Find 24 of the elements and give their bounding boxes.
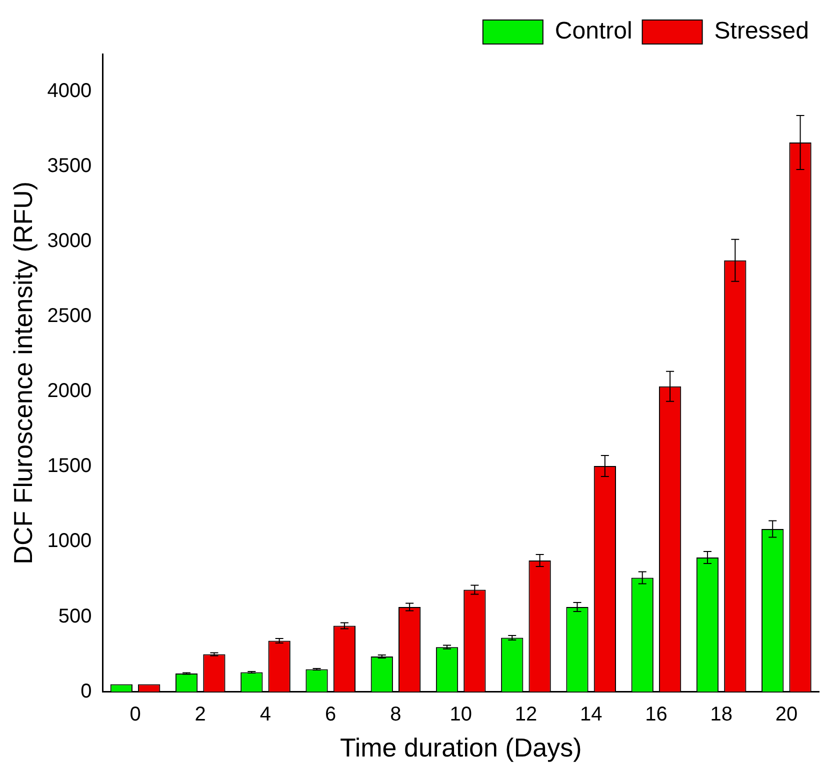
y-tick-label: 3000 [47, 230, 92, 252]
x-tick-label: 10 [450, 703, 472, 726]
y-tick-label: 0 [80, 680, 92, 702]
legend-label: Control [554, 18, 632, 45]
x-tick-label: 4 [260, 703, 272, 726]
x-tick-label: 14 [580, 703, 602, 726]
y-tick-label: 4000 [47, 80, 92, 102]
x-tick-label: 2 [194, 703, 206, 726]
x-axis-title: Time duration (Days) [340, 732, 582, 763]
y-tick-label: 2500 [47, 305, 92, 328]
x-tick-label: 12 [514, 703, 538, 726]
x-tick-label: 0 [130, 703, 141, 726]
y-tick-label: 2000 [47, 380, 92, 402]
legend-label: Stressed [714, 18, 810, 45]
x-tick-label: 8 [390, 703, 402, 726]
y-tick-label: 500 [58, 605, 92, 628]
x-tick-label: 20 [775, 703, 798, 726]
y-tick-label: 1000 [47, 530, 92, 552]
y-tick-label: 3500 [47, 155, 92, 178]
y-tick-label: 1500 [47, 455, 92, 478]
y-axis-title: DCF Fluroscence intensity (RFU) [8, 181, 38, 564]
x-tick-label: 18 [710, 703, 732, 726]
x-tick-label: 16 [645, 703, 668, 726]
x-tick-label: 6 [325, 703, 336, 726]
